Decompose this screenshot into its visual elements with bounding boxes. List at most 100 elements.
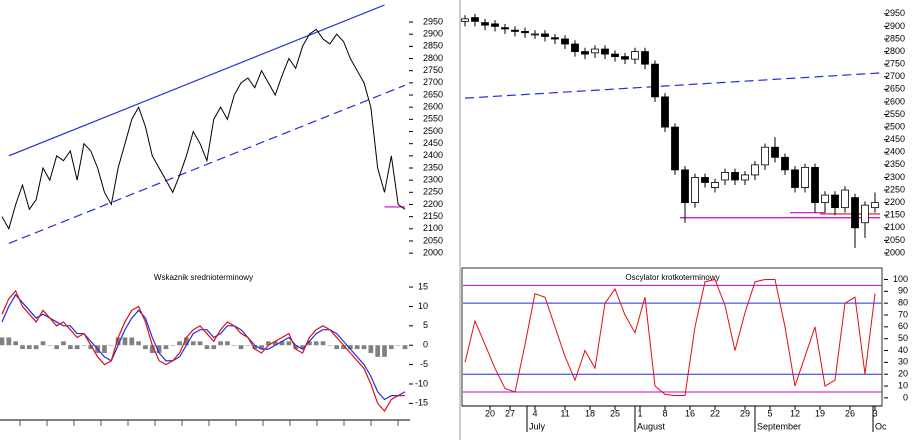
- histogram-bar: [102, 345, 107, 353]
- histogram-bar: [136, 341, 141, 346]
- y-tick-label: 2250: [423, 187, 443, 197]
- x-tick-label: 25: [610, 408, 620, 418]
- y-tick-label: -10: [415, 378, 428, 388]
- histogram-bar: [149, 345, 155, 353]
- price-line: [1, 28, 406, 231]
- histogram-bar: [354, 345, 360, 350]
- histogram-bar: [156, 345, 162, 353]
- histogram-bar: [122, 337, 128, 346]
- candle-body: [571, 43, 579, 52]
- y-tick-label: 2050: [885, 235, 905, 245]
- candle-body: [851, 197, 859, 229]
- candle-body: [521, 31, 529, 34]
- x-tick-label: 22: [710, 408, 720, 418]
- candle-body: [611, 53, 619, 58]
- x-tick-label: 29: [740, 408, 750, 418]
- candle-body: [661, 96, 669, 128]
- histogram-bar: [61, 341, 66, 346]
- histogram-bar: [327, 345, 333, 346]
- y-tick-label: 2300: [423, 175, 443, 185]
- histogram-bar: [163, 345, 169, 350]
- histogram-bar: [184, 337, 189, 346]
- candle-body: [771, 146, 779, 158]
- y-tick-label: 2200: [885, 197, 905, 207]
- y-tick-label: 10: [898, 380, 908, 390]
- y-tick-label: 2550: [885, 109, 905, 119]
- candle-body: [731, 172, 739, 181]
- candle-body: [551, 37, 559, 40]
- histogram-bar: [170, 345, 176, 346]
- histogram-bar: [388, 345, 394, 350]
- histogram-bar: [293, 345, 299, 350]
- candle-body: [511, 29, 519, 32]
- candle-body: [821, 194, 829, 204]
- candle-body: [641, 51, 649, 65]
- y-tick-label: 2600: [423, 102, 443, 112]
- y-tick-label: 2700: [423, 77, 443, 87]
- candle-body: [681, 169, 689, 204]
- histogram-bar: [341, 345, 346, 350]
- y-tick-label: 2650: [885, 84, 905, 94]
- y-tick-label: 2900: [885, 21, 905, 31]
- y-tick-label: 40: [898, 345, 908, 355]
- candle-body: [831, 194, 839, 209]
- histogram-bar: [143, 345, 148, 350]
- month-label: September: [757, 421, 801, 431]
- histogram-bar: [33, 345, 39, 350]
- y-tick-label: 2900: [423, 29, 443, 39]
- y-tick-label: 2500: [423, 126, 443, 136]
- month-label: August: [637, 421, 666, 431]
- x-tick-label: 11: [560, 408, 569, 418]
- candle-body: [791, 169, 799, 188]
- y-tick-label: 2150: [423, 211, 443, 221]
- y-tick-label: 2800: [423, 53, 443, 63]
- candle-body: [491, 23, 499, 27]
- y-tick-label: 2800: [885, 46, 905, 56]
- histogram-bar: [6, 337, 12, 346]
- candle-body: [671, 126, 679, 171]
- histogram-bar: [108, 345, 114, 346]
- y-tick-label: 2200: [423, 199, 443, 209]
- y-tick-label: 2850: [423, 41, 443, 51]
- y-tick-label: 2550: [423, 114, 443, 124]
- candle-body: [481, 22, 489, 26]
- candle-body: [471, 17, 479, 22]
- y-tick-label: 2850: [885, 33, 905, 43]
- candle-body: [461, 18, 469, 22]
- histogram-bar: [54, 345, 59, 350]
- month-label: July: [529, 421, 546, 431]
- y-tick-label: 2400: [423, 150, 443, 160]
- histogram-bar: [211, 345, 217, 350]
- x-tick-label: 18: [585, 408, 595, 418]
- histogram-bar: [238, 345, 244, 350]
- candle-body: [621, 56, 629, 60]
- histogram-bar: [320, 341, 326, 346]
- histogram-bar: [67, 345, 73, 350]
- y-tick-label: 30: [898, 357, 908, 367]
- histogram-bar: [81, 345, 87, 346]
- histogram-bar: [266, 341, 271, 346]
- histogram-bar: [74, 345, 80, 350]
- oscillator-line: [1, 289, 405, 413]
- candle-body: [691, 177, 699, 204]
- y-tick-label: 10: [418, 301, 428, 311]
- candle-body: [561, 38, 569, 45]
- y-tick-label: 2400: [885, 147, 905, 157]
- y-tick-label: 2100: [885, 222, 905, 232]
- chart-title: Oscylator krotkoterminowy: [625, 273, 719, 282]
- candle-body: [781, 156, 789, 171]
- y-tick-label: 2000: [885, 247, 905, 257]
- histogram-bar: [375, 345, 381, 357]
- x-tick-label: 16: [685, 408, 695, 418]
- histogram-bar: [47, 345, 53, 346]
- histogram-bar: [272, 341, 278, 346]
- y-tick-label: 2450: [423, 138, 443, 148]
- candle-body: [651, 63, 659, 98]
- y-tick-label: 2650: [423, 89, 443, 99]
- y-tick-label: 15: [418, 281, 428, 291]
- y-tick-label: 0: [423, 340, 428, 350]
- candle-body: [591, 48, 599, 54]
- y-tick-label: 70: [898, 309, 908, 319]
- histogram-bar: [26, 345, 32, 350]
